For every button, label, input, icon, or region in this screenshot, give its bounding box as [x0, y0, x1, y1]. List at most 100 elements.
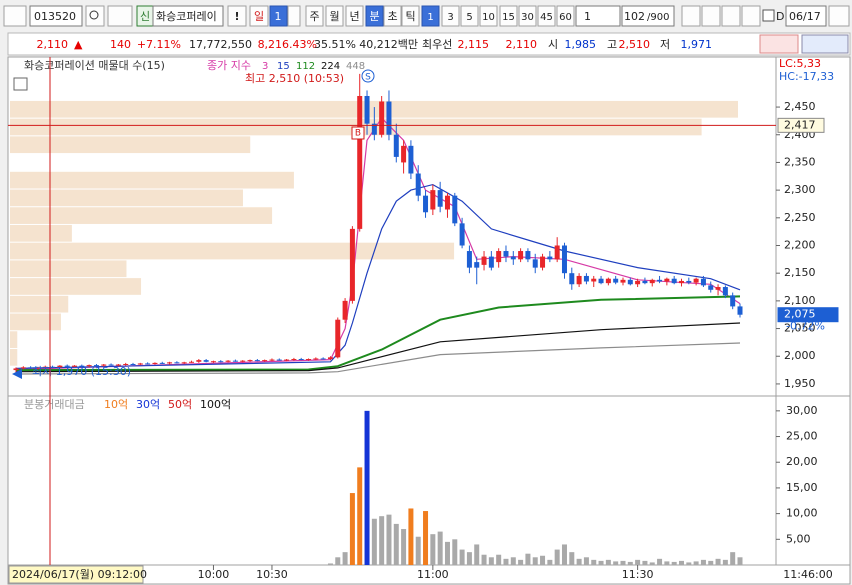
candle-body	[13, 368, 19, 371]
candle-body	[306, 359, 312, 361]
candle-body	[181, 362, 187, 364]
candle-body	[657, 279, 663, 282]
volume-bar	[540, 555, 546, 565]
quote-arrow: ▲	[74, 38, 83, 51]
period: 분	[369, 10, 379, 23]
menu-button[interactable]	[3, 5, 27, 27]
candle-body	[145, 363, 151, 365]
candle-body	[693, 278, 699, 283]
candle-body	[327, 357, 333, 360]
y-tick-label: 2,250	[784, 211, 816, 224]
search-button[interactable]	[85, 5, 105, 27]
volume-bar	[627, 561, 633, 565]
checkbox[interactable]	[762, 9, 775, 22]
interval-button[interactable]	[537, 5, 556, 27]
candle-body	[408, 145, 414, 174]
candle-body	[232, 360, 238, 362]
multiplier-box[interactable]	[575, 5, 621, 27]
candle-body	[152, 362, 158, 364]
candle-body	[276, 359, 282, 361]
table-icon[interactable]	[13, 77, 28, 91]
period-button[interactable]	[305, 5, 324, 27]
period-button[interactable]	[365, 5, 384, 27]
interval-button[interactable]	[479, 5, 498, 27]
candle-body	[313, 358, 319, 360]
day-button[interactable]	[249, 5, 269, 27]
date-box[interactable]	[785, 5, 827, 27]
candle-body	[298, 359, 304, 361]
volume-bar	[393, 523, 399, 565]
multiplier: 1	[584, 10, 591, 23]
code-input[interactable]	[29, 5, 83, 27]
quote-open: 1,985	[565, 38, 597, 51]
volume-tick-label: 30,00	[786, 404, 818, 417]
buy-button[interactable]	[759, 34, 799, 54]
profile-bar	[10, 313, 61, 331]
ma-label: 종가 지수	[207, 59, 251, 72]
candle-body	[518, 251, 524, 260]
period: 주	[309, 10, 319, 23]
name-box[interactable]	[152, 5, 224, 27]
candle-body	[730, 295, 736, 307]
volume-bar	[678, 560, 684, 565]
volume-bar	[364, 410, 370, 565]
save-button[interactable]	[721, 5, 741, 27]
interval-button[interactable]	[518, 5, 537, 27]
moving-average	[15, 183, 741, 369]
volume-bar	[547, 559, 553, 565]
day-count-box[interactable]	[269, 5, 288, 27]
volume-bar	[496, 554, 502, 565]
quote-high-label: 고	[607, 38, 617, 51]
candle-body	[320, 358, 326, 360]
quote-change: 140	[110, 38, 131, 51]
volume-bar	[459, 549, 465, 565]
quote-rate: +7.11%	[137, 38, 181, 51]
interval: 45	[540, 12, 553, 23]
profile-bar	[10, 171, 294, 189]
count-box[interactable]	[621, 5, 675, 27]
period-button[interactable]	[325, 5, 344, 27]
candle-body	[708, 285, 714, 290]
volume-bar	[371, 518, 377, 565]
tool-button[interactable]	[681, 5, 701, 27]
tool-button[interactable]	[701, 5, 721, 27]
period-button[interactable]	[383, 5, 402, 27]
candle-body	[642, 280, 648, 284]
period-button[interactable]	[345, 5, 364, 27]
quote-volume: 17,772,550	[189, 38, 252, 51]
period: 월	[329, 10, 339, 23]
interval-button[interactable]	[421, 5, 440, 27]
candle-body	[496, 251, 502, 263]
moving-average	[15, 295, 741, 372]
sound-button[interactable]	[107, 5, 133, 27]
count-max: /900	[647, 12, 669, 23]
volume-bar	[452, 539, 458, 565]
quote-turnover: 35.51%	[314, 38, 356, 51]
candle-body	[28, 367, 34, 369]
candle-body	[342, 300, 348, 320]
period-button[interactable]	[401, 5, 420, 27]
volume-bar	[554, 549, 560, 565]
interval-button[interactable]	[556, 5, 575, 27]
candle-body	[130, 363, 136, 365]
candle-body	[159, 362, 165, 364]
quote-bid: 2,110	[506, 38, 538, 51]
ma-legend: 15	[277, 61, 290, 72]
candle-body	[678, 280, 684, 284]
y-tick-label: 2,100	[784, 294, 816, 307]
dropdown[interactable]	[287, 5, 301, 27]
interval-button[interactable]	[460, 5, 479, 27]
candle-body	[167, 362, 173, 364]
interval-button[interactable]	[441, 5, 460, 27]
period: 년	[349, 10, 359, 23]
calendar-button[interactable]	[828, 5, 850, 27]
alert-button[interactable]	[227, 5, 247, 27]
sell-button[interactable]	[801, 34, 849, 54]
tool-button[interactable]	[741, 5, 761, 27]
candle-body	[137, 363, 143, 365]
candle-body	[393, 134, 399, 157]
interval-button[interactable]	[499, 5, 518, 27]
quote-best-label: 최우선	[422, 38, 452, 51]
volume-bar	[569, 552, 575, 565]
